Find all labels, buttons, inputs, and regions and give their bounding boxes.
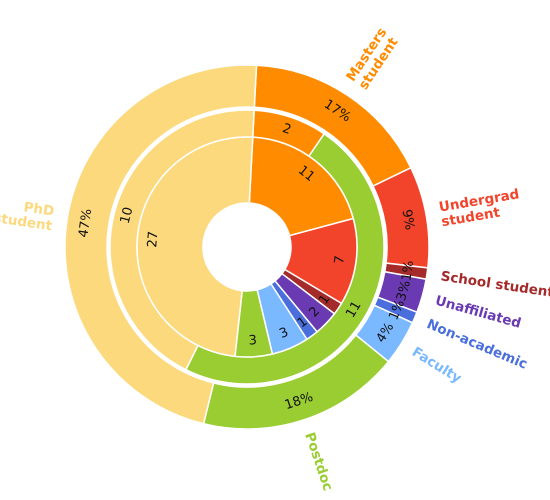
category-label: Undergradstudent: [438, 186, 523, 230]
middle-ring-label: 10: [118, 206, 137, 226]
middle-ring: [109, 109, 385, 385]
outer-ring-label: 3%: [394, 279, 414, 303]
inner-ring-segment: [136, 136, 254, 358]
outer-ring: [64, 64, 430, 430]
outer-ring-segment: [64, 64, 258, 425]
category-label: PhDstudent: [0, 195, 56, 234]
outer-ring-label: 9%: [399, 208, 417, 231]
outer-ring-label: 1%: [386, 298, 408, 323]
outer-ring-label: 1%: [399, 260, 417, 283]
category-label: Postdoc: [301, 430, 335, 493]
outer-ring-label: 47%: [76, 208, 95, 239]
inner-ring-label: 27: [145, 231, 161, 249]
category-label: Mastersstudent: [343, 25, 402, 93]
middle-ring-label: 11: [343, 299, 364, 321]
inner-ring-label: 7: [332, 255, 348, 265]
inner-ring-label: 3: [248, 333, 257, 348]
category-label: School student: [440, 268, 550, 301]
category-label: Faculty: [409, 344, 464, 387]
inner-ring-segment: [248, 136, 355, 237]
inner-ring: [136, 136, 358, 358]
